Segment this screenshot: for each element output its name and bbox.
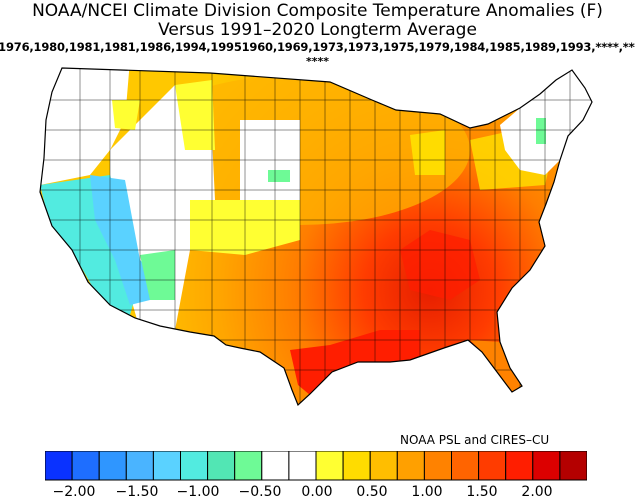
michigan-yellow-region: [410, 130, 445, 175]
tick-label: 1.50: [466, 484, 498, 500]
colorbar-swatch: [152, 451, 182, 481]
colorbar-swatch: [478, 451, 507, 481]
tick-label: −1.00: [176, 484, 220, 500]
arizona-cool-region: [140, 250, 175, 300]
colorbar-swatch: [532, 451, 561, 481]
colorbar-swatch: [180, 451, 209, 481]
colorbar-swatch: [45, 451, 73, 481]
colorbar-swatch: [71, 451, 100, 481]
colorbar-swatch: [423, 451, 452, 481]
anomaly-regions: [40, 68, 592, 405]
gulf-coast-region: [290, 330, 420, 395]
tick-label: 2.00: [521, 484, 553, 500]
colorbar-swatch: [451, 451, 480, 481]
map-title: NOAA/NCEI Climate Division Composite Tem…: [32, 1, 603, 21]
pacific-northwest-region: [40, 68, 130, 185]
colorbar-swatch: [98, 451, 127, 481]
colorbar-swatch: [342, 451, 371, 481]
tick-label: 1.00: [411, 484, 443, 500]
colorbar-swatch: [261, 451, 290, 481]
wyoming-cool-division: [268, 170, 290, 182]
nevada-cool-region: [90, 175, 160, 305]
colorbar-swatch: [315, 451, 344, 481]
tick-label: 0.50: [356, 484, 388, 500]
colorbar-swatch: [559, 451, 587, 481]
composite-years-continued: ****: [305, 55, 329, 68]
colorbar-swatch: [505, 451, 534, 481]
tick-label: −1.50: [115, 484, 159, 500]
idaho-yellow-region: [112, 100, 140, 130]
colorbar-swatch: [288, 451, 317, 481]
montana-yellow-region: [175, 80, 215, 150]
colorbar-swatch: [207, 451, 236, 481]
tick-label: −2.00: [52, 484, 96, 500]
new-england-cool-division: [536, 118, 546, 144]
colorbar-swatch: [369, 451, 398, 481]
colorbar-swatch: [396, 451, 425, 481]
tick-label: −0.50: [238, 484, 282, 500]
credit-label: NOAA PSL and CIRES–CU: [400, 433, 550, 447]
composite-years: ,1976,1980,1981,1981,1986,1994,19951960,…: [0, 40, 635, 54]
division-boundaries: [40, 68, 592, 405]
map-subtitle: Versus 1991–2020 Longterm Average: [158, 20, 477, 40]
colorbar-swatch: [125, 451, 154, 481]
colorbar-swatch: [234, 451, 263, 481]
color-scale-bar: [45, 451, 587, 481]
tick-label: 0.00: [301, 484, 333, 500]
